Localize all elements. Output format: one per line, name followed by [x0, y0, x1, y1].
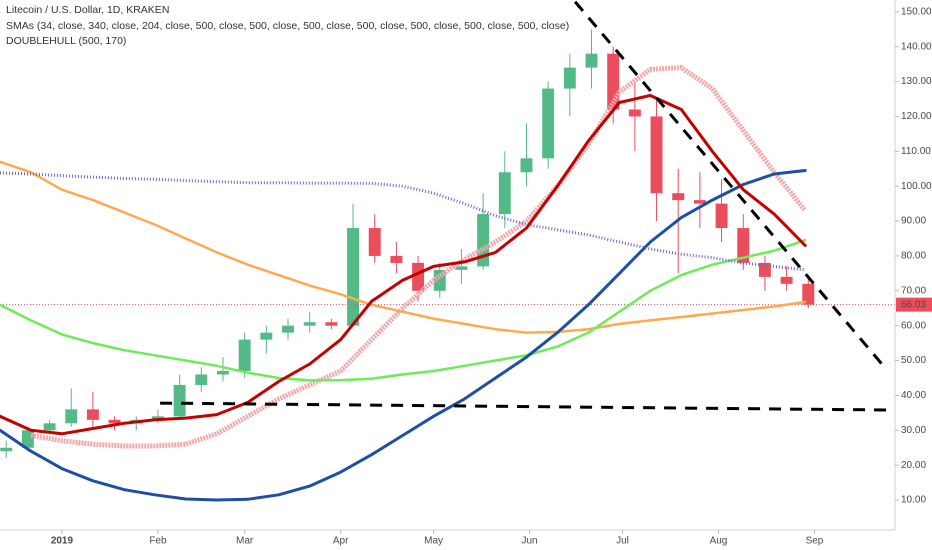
y-tick-label: 30.00: [901, 425, 926, 436]
indicator-line: [0, 160, 807, 334]
candle-body: [86, 409, 99, 420]
y-tick-label: 120.00: [901, 111, 932, 122]
indicator-line: [0, 171, 806, 272]
last-price-label: 66.03: [901, 299, 926, 310]
trendline: [573, 0, 887, 369]
y-tick-label: 140.00: [901, 41, 932, 52]
y-tick-label: 90.00: [901, 216, 926, 227]
y-tick-label: 70.00: [901, 285, 926, 296]
candle-body: [173, 384, 186, 417]
candle-body: [477, 214, 490, 267]
indicator-line: [30, 65, 808, 449]
candle-body: [151, 416, 164, 420]
y-tick-label: 40.00: [901, 390, 926, 401]
x-tick-label: 2019: [51, 536, 74, 547]
candle-body: [585, 53, 598, 68]
candle-body: [650, 116, 663, 194]
candle-body: [498, 172, 511, 215]
y-tick-label: 150.00: [901, 6, 932, 17]
candle-body: [542, 88, 555, 159]
candle-body: [390, 255, 403, 263]
candle-body: [693, 200, 706, 204]
indicator-label: DOUBLEHULL (500, 170): [6, 35, 126, 47]
y-tick-label: 110.00: [901, 146, 931, 157]
candle-body: [303, 322, 316, 326]
candle-body: [672, 193, 685, 201]
x-tick-label: Jun: [522, 536, 538, 547]
candle-body: [282, 325, 294, 333]
plot-area: [0, 0, 895, 502]
candle-body: [607, 53, 620, 110]
candle-body: [520, 158, 533, 173]
y-tick-label: 130.00: [901, 76, 932, 87]
candle-body: [737, 228, 750, 263]
candle-body: [260, 332, 273, 340]
candle-body: [325, 322, 338, 326]
indicator-label: SMAs (34, close, 340, close, 204, close,…: [6, 20, 569, 32]
candle-body: [108, 419, 121, 424]
y-tick-label: 60.00: [901, 320, 926, 331]
candle-body: [347, 228, 360, 326]
x-tick-label: Jul: [616, 536, 629, 547]
candle-body: [455, 266, 468, 270]
indicator-line: [0, 169, 807, 502]
candle-body: [628, 109, 641, 117]
x-tick-label: Apr: [333, 536, 349, 547]
trendline: [160, 401, 893, 412]
y-tick-label: 10.00: [901, 495, 926, 506]
y-tick-label: 80.00: [901, 251, 926, 262]
candle-body: [238, 339, 251, 371]
x-tick-label: Mar: [236, 536, 254, 547]
candle-body: [433, 269, 446, 291]
candle-body: [412, 262, 425, 291]
candle-body: [65, 409, 78, 424]
x-tick-label: Feb: [149, 536, 167, 547]
x-tick-label: Aug: [710, 536, 728, 547]
candle-body: [195, 374, 208, 385]
y-tick-label: 50.00: [901, 355, 926, 366]
candle-body: [0, 447, 13, 452]
y-tick-label: 100.00: [901, 181, 932, 192]
candle-body: [21, 430, 34, 448]
chart-title: Litecoin / U.S. Dollar, 1D, KRAKEN: [6, 4, 169, 16]
candle-body: [368, 228, 381, 256]
x-tick-label: Sep: [806, 536, 824, 547]
indicator-line: [0, 94, 807, 436]
candle-body: [563, 67, 576, 89]
candle-body: [715, 203, 728, 229]
candle-body: [217, 371, 229, 375]
candle-body: [780, 276, 793, 284]
x-tick-label: May: [424, 536, 443, 547]
indicator-line: [0, 238, 807, 382]
y-tick-label: 20.00: [901, 460, 926, 471]
candle-body: [758, 262, 771, 277]
candle-body: [43, 423, 56, 431]
candle-body: [802, 283, 815, 305]
last-price-tag: [896, 297, 932, 312]
